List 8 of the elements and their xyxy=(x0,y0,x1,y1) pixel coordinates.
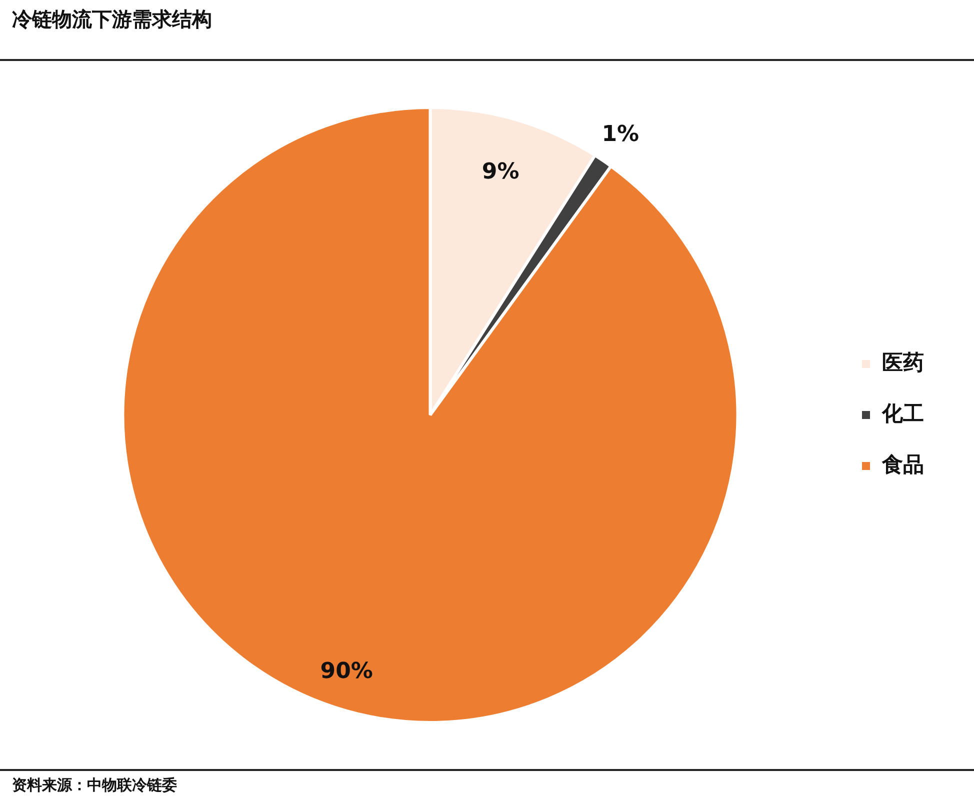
chart-title: 冷链物流下游需求结构 xyxy=(12,6,212,33)
legend-label: 医药 xyxy=(882,350,924,374)
legend-label: 化工 xyxy=(881,401,924,426)
data-label: 1% xyxy=(602,122,640,147)
legend-label: 食品 xyxy=(881,452,924,476)
data-label: 90% xyxy=(320,659,373,684)
text: 资料来源：中物联冷链委 xyxy=(12,776,177,795)
data-label: 9% xyxy=(482,160,520,185)
